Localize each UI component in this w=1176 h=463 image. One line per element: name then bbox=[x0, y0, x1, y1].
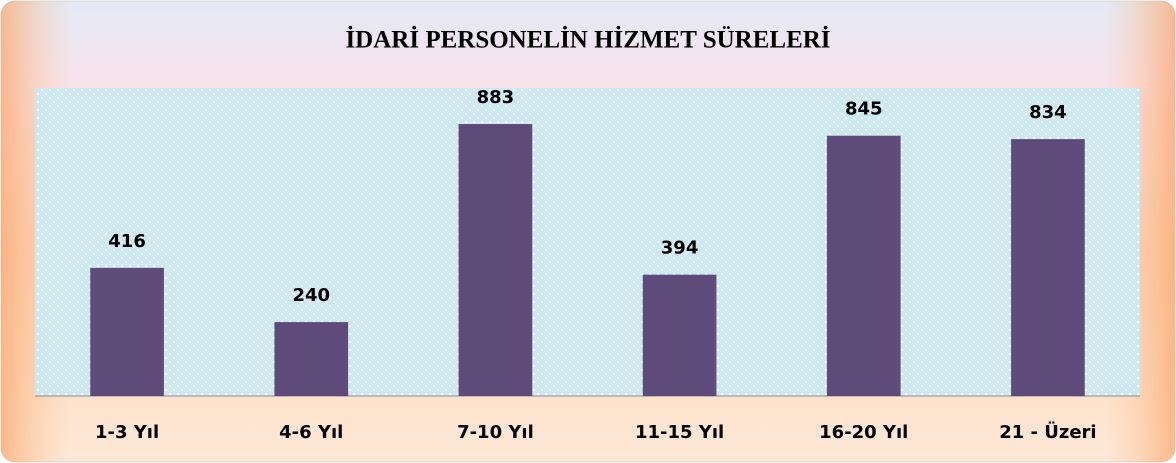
data-label: 845 bbox=[845, 99, 883, 120]
x-tick-label: 7-10 Yıl bbox=[457, 422, 534, 443]
x-tick-label: 1-3 Yıl bbox=[95, 422, 159, 443]
data-label: 394 bbox=[661, 238, 699, 259]
bar bbox=[458, 124, 533, 396]
bar bbox=[826, 135, 901, 397]
bar bbox=[90, 267, 164, 396]
bar bbox=[274, 322, 349, 396]
x-tick-label: 4-6 Yıl bbox=[279, 422, 343, 443]
x-tick-label: 11-15 Yıl bbox=[635, 422, 724, 443]
plot-area bbox=[35, 88, 1140, 396]
data-label: 416 bbox=[108, 231, 146, 252]
bar bbox=[1011, 139, 1085, 397]
data-label: 834 bbox=[1029, 102, 1067, 123]
data-label: 883 bbox=[477, 87, 515, 108]
data-label: 240 bbox=[292, 285, 330, 306]
x-tick-label: 21 - Üzeri bbox=[999, 421, 1096, 443]
chart-title: İDARİ PERSONELİN HİZMET SÜRELERİ bbox=[345, 26, 830, 54]
x-tick-label: 16-20 Yıl bbox=[819, 422, 908, 443]
bar bbox=[642, 274, 717, 396]
